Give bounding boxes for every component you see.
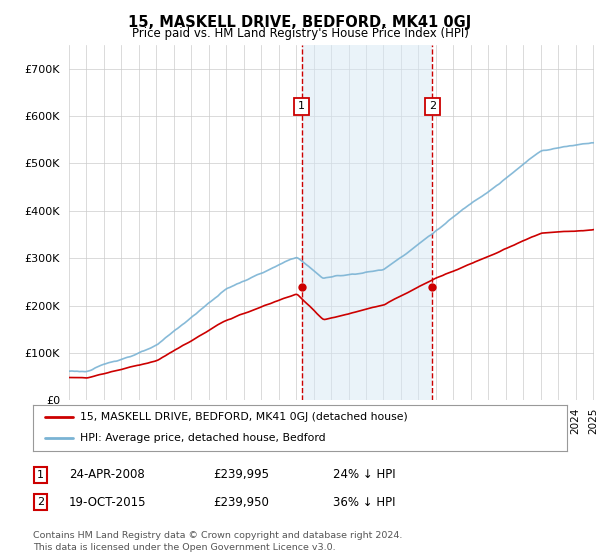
Text: 24% ↓ HPI: 24% ↓ HPI xyxy=(333,468,395,482)
Text: 2: 2 xyxy=(429,101,436,111)
Text: Price paid vs. HM Land Registry's House Price Index (HPI): Price paid vs. HM Land Registry's House … xyxy=(131,27,469,40)
Text: 36% ↓ HPI: 36% ↓ HPI xyxy=(333,496,395,509)
Bar xyxy=(302,45,433,400)
Text: £239,995: £239,995 xyxy=(213,468,269,482)
Text: 24-APR-2008: 24-APR-2008 xyxy=(69,468,145,482)
Text: 15, MASKELL DRIVE, BEDFORD, MK41 0GJ (detached house): 15, MASKELL DRIVE, BEDFORD, MK41 0GJ (de… xyxy=(80,412,408,422)
Text: £239,950: £239,950 xyxy=(213,496,269,509)
Text: 1: 1 xyxy=(37,470,44,480)
Text: Contains HM Land Registry data © Crown copyright and database right 2024.
This d: Contains HM Land Registry data © Crown c… xyxy=(33,531,403,552)
Text: 19-OCT-2015: 19-OCT-2015 xyxy=(69,496,146,509)
Text: 2: 2 xyxy=(37,497,44,507)
Text: 1: 1 xyxy=(298,101,305,111)
Text: 15, MASKELL DRIVE, BEDFORD, MK41 0GJ: 15, MASKELL DRIVE, BEDFORD, MK41 0GJ xyxy=(128,15,472,30)
Text: HPI: Average price, detached house, Bedford: HPI: Average price, detached house, Bedf… xyxy=(80,433,326,444)
